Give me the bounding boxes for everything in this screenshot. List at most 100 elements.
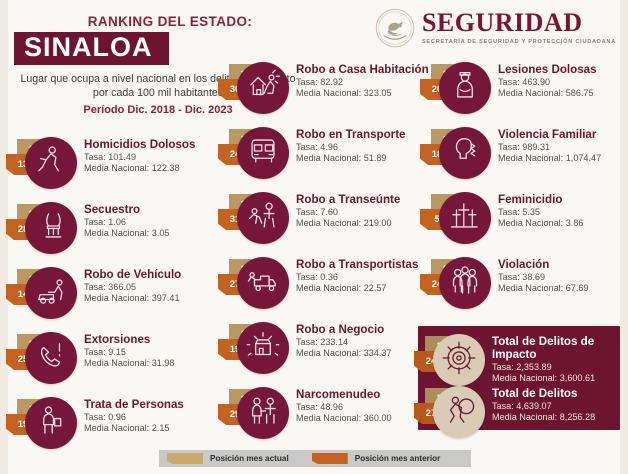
crime-name: Robo a Transportistas [296,258,419,271]
crime-text: Robo a Transeúnte Tasa: 7.60 Media Naciona… [296,188,400,229]
crime-national-average: Media Nacional: 334.37 [296,348,392,359]
crime-icon-disc [439,62,491,114]
crime-name: Robo a Transeúnte [296,193,401,206]
crime-icon-disc [439,257,491,309]
rank-badges: 3131 [218,192,289,244]
brand-text: SEGURIDAD SECRETARÍA DE SEGURIDAD Y PROT… [422,9,616,46]
crime-icon-disc [237,257,289,309]
crime-national-average: Media Nacional: 3.86 [498,218,584,229]
bus-icon [246,134,280,173]
crime-rate: Tasa: 82.92 [296,77,344,88]
legend-label-current: Posición mes actual [210,454,289,463]
bound-hands-icon [34,209,68,248]
crime-text: Robo a Transportistas Tasa: 0.36 Media Nac… [296,253,418,294]
rank-badges: 2424 [218,127,289,179]
crime-icon-disc [25,202,77,254]
three-people-icon [448,264,482,303]
crime-name: Lesiones Dolosas [498,63,597,76]
crime-national-average: Media Nacional: 3,600.61 [492,373,596,384]
crime-rate: Tasa: 101.49 [84,152,137,163]
car-theft-icon [34,274,68,313]
crime-text: Robo a Negocio Tasa: 233.14 Media Nacional… [296,318,392,359]
rank-badges: 1818 [420,127,491,179]
trafficked-person-icon [34,404,68,443]
rank-badges: 1919 [218,322,289,374]
crime-rate: Tasa: 366.05 [84,282,137,293]
legend-swatch-current [167,453,203,464]
crime-text: Secuestro Tasa: 1.06 Media Nacional: 3.05 [84,198,169,239]
crime-name: Robo a Casa Habitación [296,63,429,76]
crime-name: Robo de Vehículo [84,268,182,281]
rank-badges: 2929 [218,387,289,439]
crime-icon-disc [25,397,77,449]
thief-running-icon [442,393,476,432]
rank-badges: 1414 [6,267,77,319]
crime-text: Narcomenudeo Tasa: 48.96 Media Nacional: 3… [296,383,392,424]
rank-badges: 2020 [420,62,491,114]
crime-name: Robo a Negocio [296,323,385,336]
running-person-icon [34,144,68,183]
crime-national-average: Media Nacional: 360.00 [296,413,392,424]
legend-label-previous: Posición mes anterior [354,454,441,463]
crime-national-average: Media Nacional: 31.98 [84,358,175,369]
crime-name: Violación [498,258,550,271]
crime-rate: Tasa: 0.96 [84,412,126,423]
crime-name: Narcomenudeo [296,388,381,401]
injured-person-icon [448,69,482,108]
state-name: SINALOA [24,32,153,62]
target-crosshair-icon [442,341,476,380]
drug-dealing-icon [246,394,280,433]
header-right: SEGURIDAD SECRETARÍA DE SEGURIDAD Y PROT… [375,8,616,48]
crime-name: Violencia Familiar [498,128,597,141]
crime-text: Extorsiones Tasa: 9.15 Media Nacional: 31.… [84,328,175,369]
crime-text: Robo a Casa Habitación Tasa: 82.92 Media N… [296,58,429,99]
pedestrian-robbery-icon [246,199,280,238]
crime-icon-disc [237,322,289,374]
crime-rate: Tasa: 989.31 [498,142,551,153]
crime-text: Total de Delitos Tasa: 4,639.07 Media Naci… [492,382,595,423]
legend: Posición mes actual Posición mes anterio… [159,450,471,467]
rank-badges: 3030 [218,62,289,114]
crime-text: Feminicidio Tasa: 5.35 Media Nacional: 3.8… [498,188,583,229]
crime-rate: Tasa: 38.69 [498,272,546,283]
crime-text: Violación Tasa: 38.69 Media Nacional: 67.6… [498,253,589,294]
crime-national-average: Media Nacional: 586.75 [498,88,594,99]
crime-icon-disc [237,387,289,439]
crime-text: Violencia Familiar Tasa: 989.31 Media Naci… [498,123,601,164]
crime-name: Trata de Personas [84,398,184,411]
crime-national-average: Media Nacional: 219.00 [296,218,392,229]
crime-text: Robo en Transporte Tasa: 4.96 Media Nacion… [296,123,406,164]
crime-icon-disc [433,386,485,438]
state-band: SINALOA [14,32,169,65]
crime-text: Lesiones Dolosas Tasa: 463.90 Media Nacion… [498,58,597,99]
rank-badges: 2525 [6,332,77,384]
crime-icon-disc [237,127,289,179]
crime-rate: Tasa: 7.60 [296,207,338,218]
crime-rate: Tasa: 48.96 [296,402,344,413]
crime-rate: Tasa: 5.35 [498,207,540,218]
crime-rate: Tasa: 4.96 [296,142,338,153]
crime-name: Secuestro [84,203,141,216]
crime-national-average: Media Nacional: 3.05 [84,228,170,239]
rank-badges: 2424 [414,334,485,386]
crime-national-average: Media Nacional: 323.05 [296,88,392,99]
crime-icon-disc [439,127,491,179]
crime-national-average: Media Nacional: 1,074.47 [498,153,602,164]
